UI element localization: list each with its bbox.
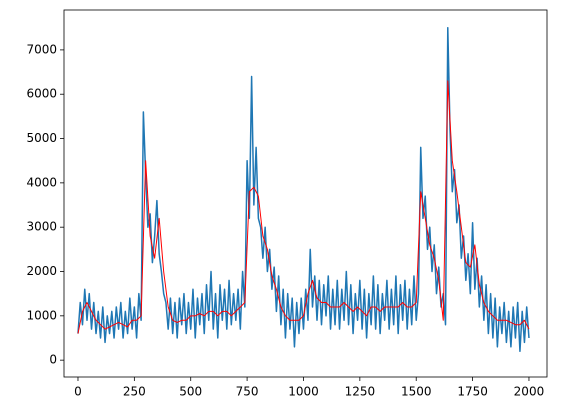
x-tick-label: 1250: [345, 385, 376, 399]
x-tick-label: 1500: [401, 385, 432, 399]
x-tick-label: 2000: [514, 385, 545, 399]
x-tick-label: 1000: [288, 385, 319, 399]
series-line: [77, 80, 530, 334]
series-line: [77, 26, 530, 353]
y-tick-label: 2000: [26, 264, 57, 278]
x-tick-label: 0: [74, 385, 82, 399]
y-tick-label: 3000: [26, 220, 57, 234]
y-tick-label: 5000: [26, 131, 57, 145]
x-tick-label: 750: [236, 385, 259, 399]
plot-frame: [63, 9, 548, 378]
x-tick-label: 250: [123, 385, 146, 399]
y-tick-label: 6000: [26, 87, 57, 101]
x-tick-label: 500: [179, 385, 202, 399]
x-tick-label: 1750: [457, 385, 488, 399]
y-tick-label: 1000: [26, 308, 57, 322]
y-tick-label: 0: [49, 353, 57, 367]
y-tick-label: 7000: [26, 42, 57, 56]
y-tick-label: 4000: [26, 175, 57, 189]
